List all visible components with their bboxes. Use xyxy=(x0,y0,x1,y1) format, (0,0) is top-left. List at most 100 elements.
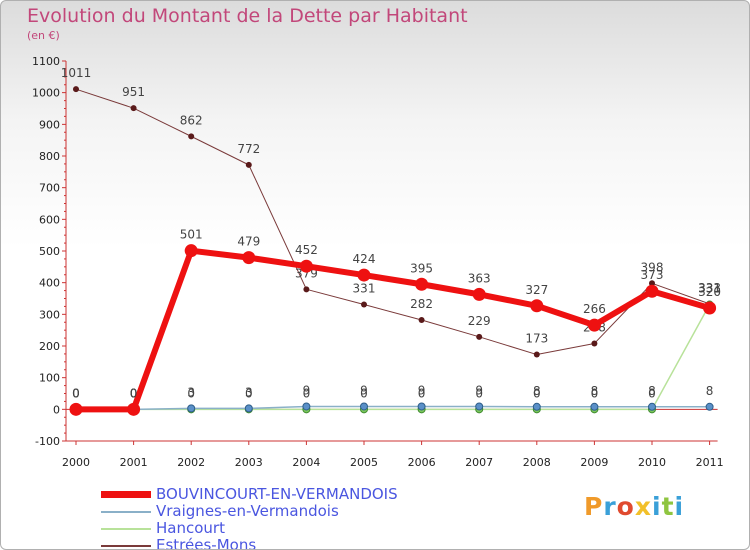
data-label: 398 xyxy=(641,260,664,274)
data-point xyxy=(130,105,137,112)
x-tick-label: 2001 xyxy=(120,456,148,469)
logo-letter: o xyxy=(616,492,635,521)
legend-swatch-hancourt xyxy=(101,528,151,530)
data-label: 327 xyxy=(525,283,548,297)
y-tick-label: 600 xyxy=(39,213,60,226)
data-point xyxy=(303,286,310,293)
data-point xyxy=(590,402,599,411)
data-point xyxy=(299,259,313,273)
data-label: 331 xyxy=(698,282,721,296)
data-label: 395 xyxy=(410,261,433,275)
x-tick-label: 2002 xyxy=(177,456,205,469)
data-point xyxy=(476,333,483,340)
data-label: 8 xyxy=(648,384,656,398)
series-line xyxy=(76,405,710,411)
data-point xyxy=(187,404,196,413)
data-point xyxy=(417,402,426,411)
data-label: 0 xyxy=(475,386,483,400)
logo-letter: i xyxy=(674,492,685,521)
data-point xyxy=(530,299,544,313)
data-label: 8 xyxy=(533,384,541,398)
data-label: 8 xyxy=(591,384,599,398)
logo-letter: i xyxy=(652,492,662,521)
data-label: 363 xyxy=(468,271,491,285)
legend-label-estrees: Estrées-Mons xyxy=(156,536,257,550)
proxiti-logo: Proxiti xyxy=(584,492,684,521)
data-label: 9 xyxy=(475,383,483,397)
data-label: 3 xyxy=(245,385,253,399)
data-label: 772 xyxy=(237,142,260,156)
x-tick-label: 2010 xyxy=(638,456,666,469)
series-line xyxy=(76,304,711,411)
y-tick-label: -100 xyxy=(35,435,60,448)
data-label: 0 xyxy=(418,386,426,400)
x-tick-label: 2006 xyxy=(408,456,436,469)
y-tick-label: 0 xyxy=(53,403,60,416)
data-label: 0 xyxy=(187,386,195,400)
y-tick-label: 900 xyxy=(39,118,60,131)
data-point xyxy=(127,402,141,416)
y-tick-label: 500 xyxy=(39,245,60,258)
data-label: 0 xyxy=(648,386,656,400)
data-label: 452 xyxy=(295,243,318,257)
series-line xyxy=(76,247,711,413)
data-label: 0 xyxy=(72,386,80,400)
data-point xyxy=(69,402,83,416)
x-tick-label: 2003 xyxy=(235,456,263,469)
y-tick-label: 1000 xyxy=(32,87,60,100)
logo-letter: r xyxy=(603,492,617,521)
chart-title: Evolution du Montant de la Dette par Hab… xyxy=(27,5,468,27)
legend-swatch-bouvincourt xyxy=(101,491,151,498)
y-tick-label: 200 xyxy=(39,340,60,353)
legend-label-hancourt: Hancourt xyxy=(156,519,225,537)
data-point xyxy=(360,402,368,411)
data-label: 501 xyxy=(180,228,203,242)
data-label: 333 xyxy=(698,281,721,295)
data-label: 266 xyxy=(583,302,606,316)
data-label: 0 xyxy=(72,386,80,400)
data-label: 1011 xyxy=(61,66,92,80)
data-point xyxy=(591,340,598,347)
data-label: 9 xyxy=(418,383,426,397)
data-label: 0 xyxy=(130,386,138,400)
data-label: 3 xyxy=(187,385,195,399)
logo-letter: P xyxy=(584,492,604,521)
data-point xyxy=(415,277,429,291)
data-point xyxy=(242,251,256,265)
data-point xyxy=(418,317,425,324)
data-point xyxy=(361,301,367,308)
data-point xyxy=(533,351,540,358)
data-point xyxy=(188,133,195,140)
y-tick-label: 100 xyxy=(39,372,60,385)
data-point xyxy=(472,287,486,301)
data-label: 331 xyxy=(353,282,376,296)
data-label: 9 xyxy=(303,383,311,397)
data-point xyxy=(475,402,484,411)
x-tick-label: 2000 xyxy=(62,456,90,469)
x-tick-label: 2008 xyxy=(523,456,551,469)
data-label: 0 xyxy=(360,386,368,400)
data-label: 479 xyxy=(237,235,260,249)
data-point xyxy=(705,402,714,411)
y-tick-label: 700 xyxy=(39,182,60,195)
y-tick-label: 400 xyxy=(39,277,60,290)
chart-unit-label: (en €) xyxy=(27,29,60,42)
data-label: 424 xyxy=(353,252,376,266)
data-label: 320 xyxy=(698,285,721,299)
legend-swatch-estrees xyxy=(101,545,151,547)
data-label: 0 xyxy=(245,386,253,400)
data-point xyxy=(244,404,253,413)
series-line xyxy=(75,88,710,356)
data-point xyxy=(649,280,655,287)
data-label: 0 xyxy=(130,386,138,400)
x-tick-label: 2007 xyxy=(465,456,493,469)
data-point xyxy=(357,268,371,282)
data-label: 373 xyxy=(641,268,664,282)
data-label: 282 xyxy=(410,297,433,311)
data-point xyxy=(245,161,252,168)
data-point xyxy=(703,301,717,315)
data-label: 862 xyxy=(180,113,203,127)
legend-label-bouvincourt: BOUVINCOURT-EN-VERMANDOIS xyxy=(156,485,398,503)
